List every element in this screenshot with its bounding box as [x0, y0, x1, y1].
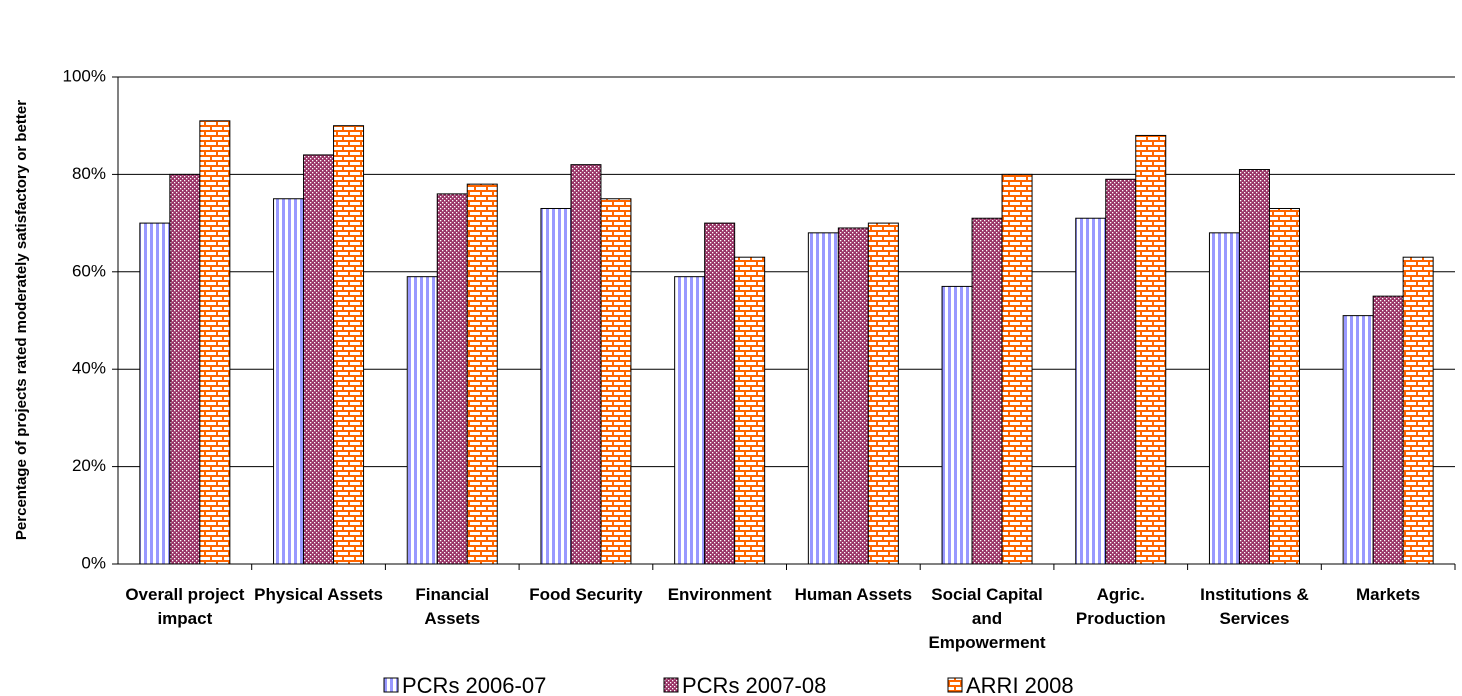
- bar: [273, 198, 305, 565]
- bar: [941, 285, 973, 565]
- x-tick-label: Environment: [667, 585, 772, 604]
- x-tick-label: Agric. Production: [1075, 585, 1166, 628]
- y-tick-label: 80%: [72, 164, 106, 183]
- bar: [1342, 315, 1374, 565]
- bar: [303, 154, 335, 565]
- bar: [540, 207, 572, 565]
- x-tick-label: Financial Assets: [415, 585, 490, 628]
- bar: [807, 232, 839, 565]
- bar: [704, 222, 736, 565]
- x-tick-label: Physical Assets: [254, 585, 383, 604]
- bar: [674, 276, 706, 565]
- legend-label: PCRs 2007-08: [682, 673, 826, 696]
- x-tick-label: Human Assets: [794, 585, 913, 604]
- bar: [436, 193, 468, 565]
- bar: [971, 217, 1003, 565]
- bar: [199, 120, 231, 565]
- bar: [1268, 207, 1300, 565]
- bar: [406, 276, 438, 565]
- bar: [734, 256, 766, 565]
- bar: [867, 222, 899, 565]
- bar: [570, 164, 602, 565]
- legend-swatch: [663, 677, 679, 693]
- bar: [333, 125, 365, 565]
- bar: [1075, 217, 1107, 565]
- bar: [600, 198, 632, 565]
- y-tick-label: 40%: [72, 359, 106, 378]
- x-tick-label: Overall project impact: [125, 585, 245, 628]
- bar: [1208, 232, 1240, 565]
- bar: [1135, 134, 1167, 565]
- x-tick-label: Food Security: [529, 585, 643, 604]
- bar: [1372, 295, 1404, 565]
- legend-swatch: [947, 677, 963, 693]
- y-tick-label: 0%: [81, 553, 106, 572]
- bar: [1001, 173, 1033, 565]
- bar: [1402, 256, 1434, 565]
- x-tick-label: Social Capital and Empowerment: [928, 585, 1046, 652]
- x-tick-label: Institutions & Services: [1200, 585, 1309, 628]
- bar: [466, 183, 498, 565]
- bar: [1238, 169, 1270, 565]
- y-tick-label: 100%: [63, 66, 106, 85]
- y-axis-title: Percentage of projects rated moderately …: [13, 100, 30, 540]
- bar: [837, 227, 869, 565]
- x-tick-label: Markets: [1356, 585, 1421, 604]
- bar: [169, 173, 201, 565]
- y-tick-label: 60%: [72, 261, 106, 280]
- legend-label: ARRI 2008: [966, 673, 1074, 696]
- bar: [1105, 178, 1137, 565]
- legend-label: PCRs 2006-07: [402, 673, 546, 696]
- legend-swatch: [383, 677, 399, 693]
- bar: [139, 222, 171, 565]
- y-tick-label: 20%: [72, 456, 106, 475]
